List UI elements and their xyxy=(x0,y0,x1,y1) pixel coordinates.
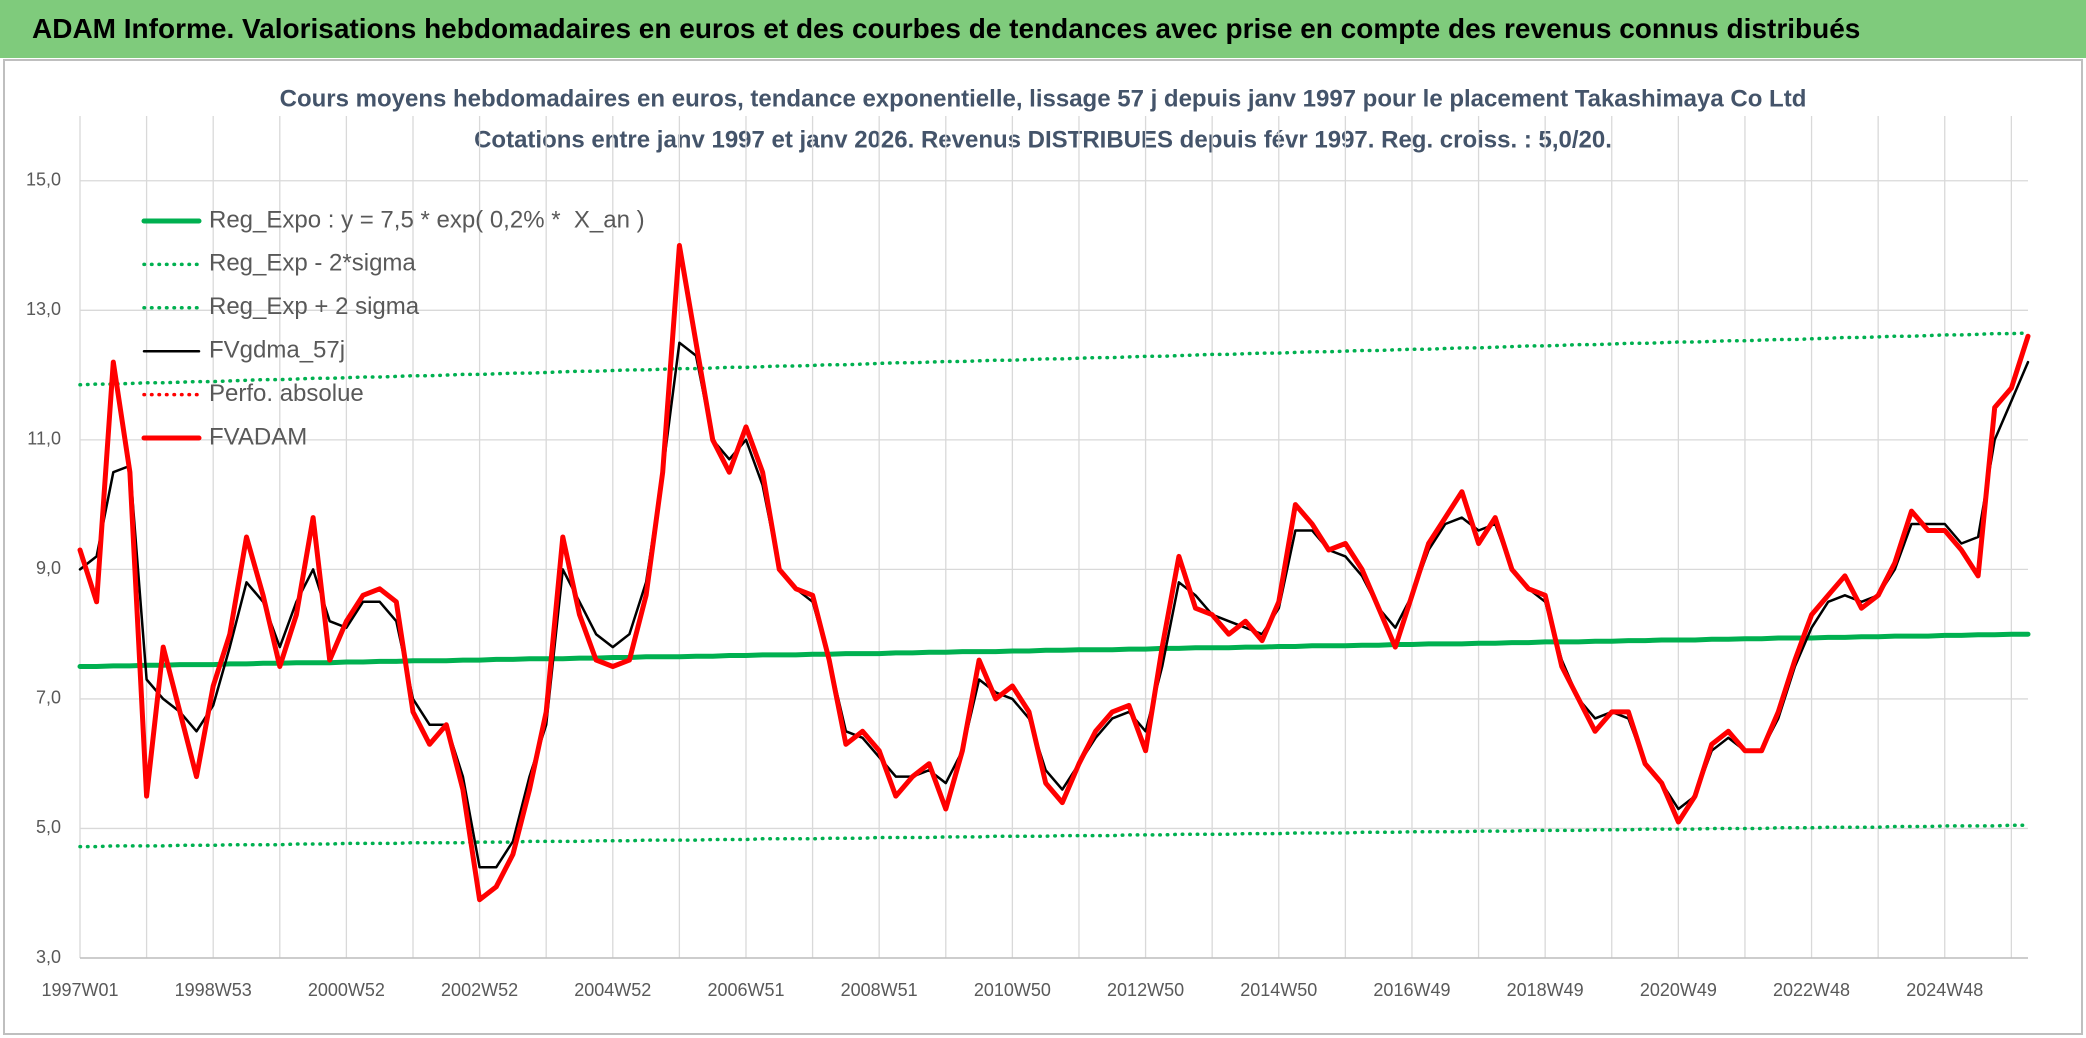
x-tick-label: 2000W52 xyxy=(308,980,385,1000)
x-tick-label: 2022W48 xyxy=(1773,980,1850,1000)
y-tick-label: 15,0 xyxy=(26,170,61,190)
y-tick-label: 3,0 xyxy=(36,947,61,967)
x-tick-label: 2012W50 xyxy=(1107,980,1184,1000)
x-tick-label: 2006W51 xyxy=(707,980,784,1000)
x-tick-label: 2002W52 xyxy=(441,980,518,1000)
y-tick-label: 5,0 xyxy=(36,817,61,837)
legend-label: Reg_Exp + 2 sigma xyxy=(209,293,420,320)
legend-label: Perfo. absolue xyxy=(209,380,364,407)
y-tick-label: 13,0 xyxy=(26,299,61,319)
x-tick-label: 2020W49 xyxy=(1640,980,1717,1000)
x-tick-label: 2008W51 xyxy=(841,980,918,1000)
series-line xyxy=(78,823,2030,849)
chart-title: Cours moyens hebdomadaires en euros, ten… xyxy=(280,85,1807,112)
y-tick-label: 9,0 xyxy=(36,558,61,578)
x-tick-label: 2014W50 xyxy=(1240,980,1317,1000)
x-tick-label: 1997W01 xyxy=(41,980,118,1000)
y-tick-label: 11,0 xyxy=(27,429,61,449)
chart-border xyxy=(3,59,2083,1035)
series-line xyxy=(78,331,2030,387)
series-line xyxy=(78,341,2030,869)
x-tick-label: 2024W48 xyxy=(1906,980,1983,1000)
legend-label: FVgdma_57j xyxy=(209,337,345,364)
x-tick-label: 2004W52 xyxy=(574,980,651,1000)
y-tick-label: 7,0 xyxy=(36,688,61,708)
chart-subtitle: Cotations entre janv 1997 et janv 2026. … xyxy=(474,126,1612,153)
legend-label: Reg_Expo : y = 7,5 * exp( 0,2% * X_an ) xyxy=(209,206,645,233)
header-title: ADAM Informe. Valorisations hebdomadaire… xyxy=(0,0,2086,58)
x-tick-label: 2010W50 xyxy=(974,980,1051,1000)
legend-label: FVADAM xyxy=(209,423,307,450)
legend-label: Reg_Exp - 2*sigma xyxy=(209,250,416,277)
x-tick-label: 2016W49 xyxy=(1373,980,1450,1000)
x-tick-label: 2018W49 xyxy=(1507,980,1584,1000)
series-line xyxy=(77,243,2031,903)
series-line xyxy=(77,631,2031,669)
x-tick-label: 1998W53 xyxy=(175,980,252,1000)
